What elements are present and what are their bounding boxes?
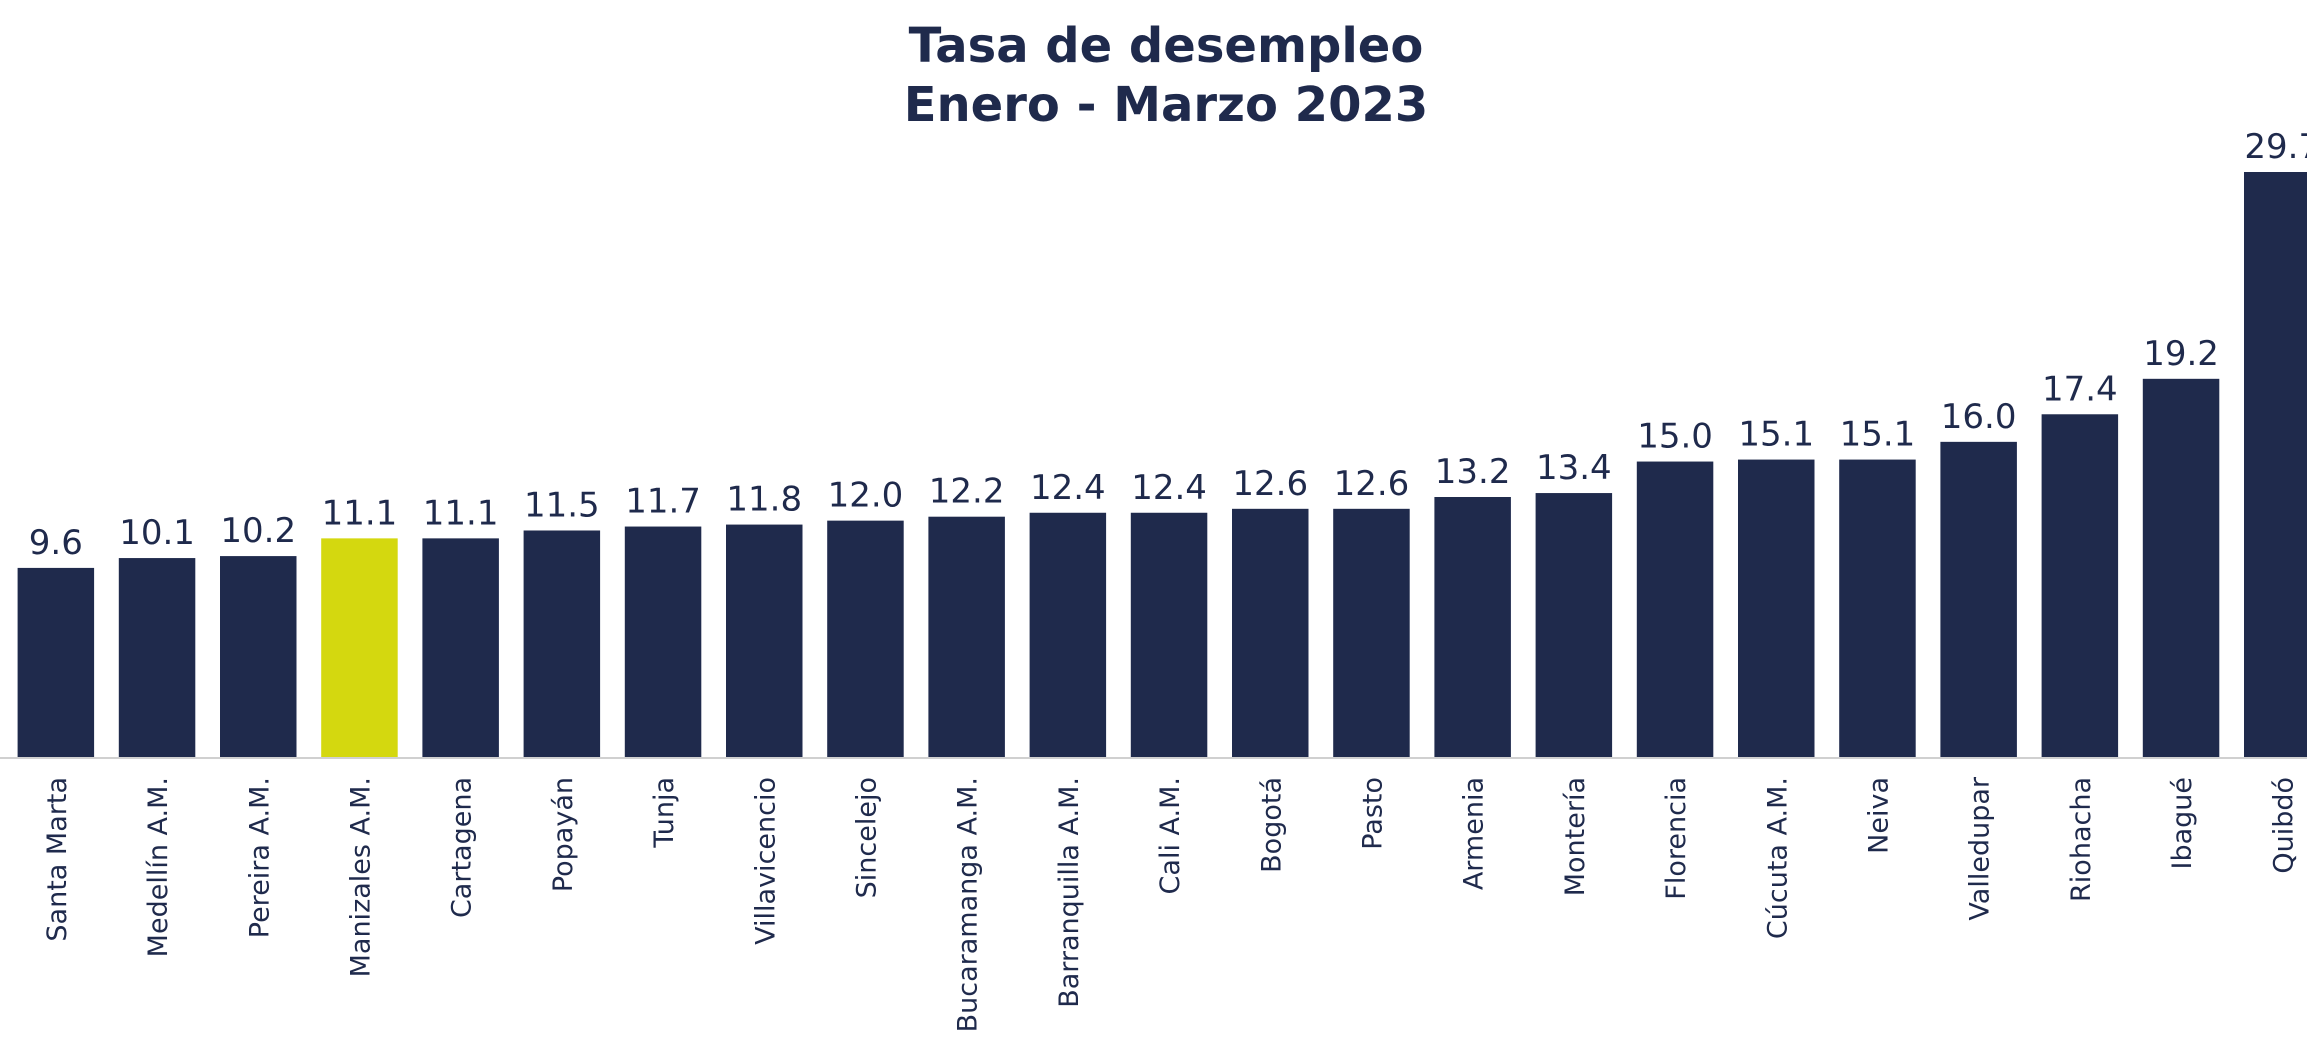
bar <box>1333 508 1410 757</box>
bar <box>523 530 601 757</box>
category-label: Ibagué <box>2167 777 2198 870</box>
bar <box>1940 441 2017 757</box>
category-label: Quibdó <box>2268 777 2299 874</box>
value-label: 11.1 <box>322 493 398 533</box>
value-label: 13.2 <box>1435 452 1511 492</box>
bar <box>17 567 95 757</box>
value-label: 12.6 <box>1232 464 1308 504</box>
category-label: Manizales A.M. <box>345 777 376 977</box>
value-label: 10.2 <box>220 511 296 551</box>
value-label: 12.0 <box>828 476 904 516</box>
category-label: Villavicencio <box>750 777 781 945</box>
bar <box>1839 459 1916 757</box>
value-label: 9.6 <box>29 523 83 563</box>
value-label: 15.1 <box>1840 415 1916 455</box>
category-label: Santa Marta <box>42 777 73 942</box>
category-label: Sincelejo <box>851 777 882 898</box>
value-label: 12.6 <box>1334 464 1410 504</box>
value-label: 16.0 <box>1941 397 2017 437</box>
value-label: 10.1 <box>119 513 195 553</box>
bar <box>220 556 297 757</box>
bar <box>1130 512 1208 757</box>
value-label: 11.5 <box>524 485 600 525</box>
category-label: Tunja <box>649 777 680 849</box>
bar <box>928 516 1005 757</box>
category-label: Neiva <box>1863 777 1894 854</box>
value-label: 15.1 <box>1738 415 1814 455</box>
bar <box>1434 497 1511 757</box>
category-label: Pasto <box>1357 777 1388 850</box>
value-label: 29.7 <box>2244 127 2307 167</box>
value-label: 12.2 <box>929 472 1005 512</box>
bar <box>118 558 196 757</box>
bar <box>827 520 904 757</box>
value-label: 11.8 <box>726 480 802 520</box>
category-label: Montería <box>1560 777 1591 896</box>
bar <box>2244 172 2307 757</box>
category-label: Popayán <box>548 777 579 892</box>
value-label: 12.4 <box>1131 468 1207 508</box>
category-label: Barranquilla A.M. <box>1054 777 1085 1008</box>
category-label: Pereira A.M. <box>244 777 275 938</box>
value-label: 11.7 <box>625 482 701 522</box>
bar <box>1232 508 1309 757</box>
bar <box>1535 493 1613 757</box>
bar <box>321 538 398 757</box>
category-label: Medellín A.M. <box>143 777 174 957</box>
value-label: 13.4 <box>1536 448 1612 488</box>
chart-subtitle: Enero - Marzo 2023 <box>904 77 1429 133</box>
category-label: Armenia <box>1459 777 1490 890</box>
category-label: Cúcuta A.M. <box>1762 777 1793 939</box>
bar <box>1029 512 1107 757</box>
bar <box>726 524 803 757</box>
value-label: 11.1 <box>423 493 499 533</box>
category-label: Cali A.M. <box>1155 777 1186 894</box>
category-label: Florencia <box>1661 777 1692 900</box>
bar <box>2142 378 2220 757</box>
category-label: Bogotá <box>1256 777 1287 873</box>
bar <box>1738 459 1815 757</box>
category-label: Cartagena <box>447 777 478 918</box>
bar <box>1636 461 1714 757</box>
category-label: Riohacha <box>2066 777 2097 902</box>
category-label: Valledupar <box>1965 776 1996 920</box>
bar <box>2041 414 2119 757</box>
value-label: 12.4 <box>1030 468 1106 508</box>
value-label: 17.4 <box>2042 369 2118 409</box>
value-label: 19.2 <box>2143 334 2219 374</box>
bar <box>624 526 702 757</box>
chart-title: Tasa de desempleo <box>909 18 1424 74</box>
value-label: 15.0 <box>1637 417 1713 457</box>
bar <box>422 538 499 757</box>
category-label: Bucaramanga A.M. <box>953 777 984 1032</box>
